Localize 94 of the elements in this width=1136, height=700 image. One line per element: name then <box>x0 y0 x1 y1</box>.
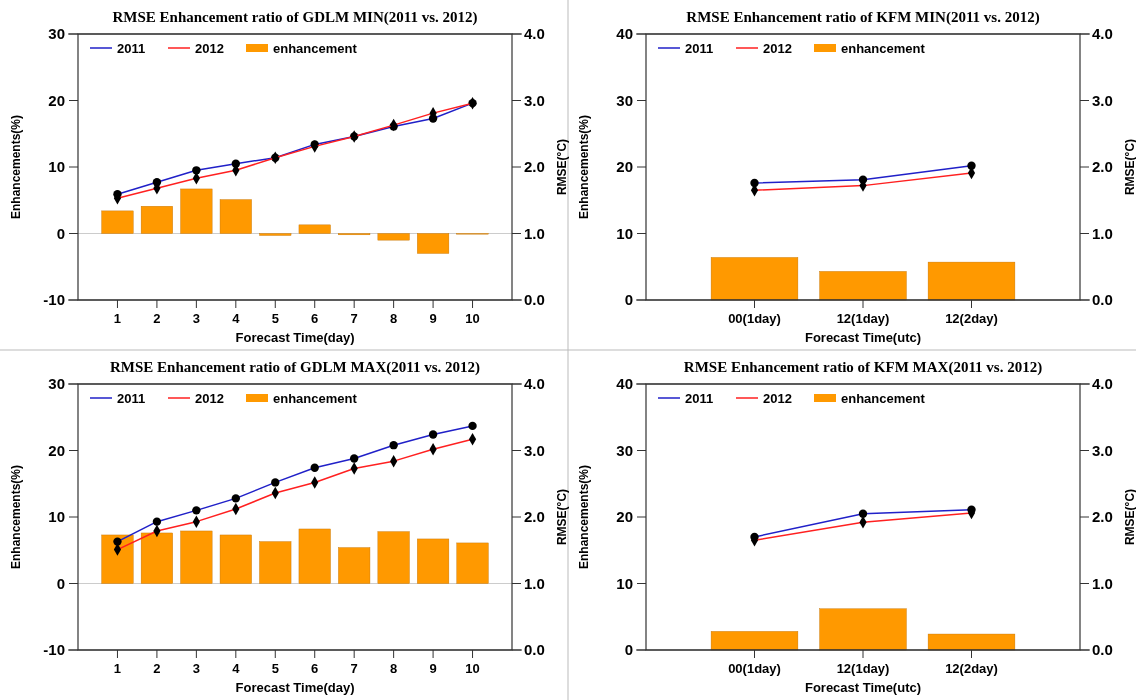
y2-tick-label: 1.0 <box>524 224 545 242</box>
legend-label: 2012 <box>195 40 224 56</box>
x-axis-title: Forecast Time(day) <box>235 680 355 695</box>
y2-tick-label: 4.0 <box>524 25 545 43</box>
x-tick-label: 3 <box>192 311 200 326</box>
y-tick-label: 10 <box>616 224 633 242</box>
chart-title: RMSE Enhancement ratio of KFM MAX(2011 vs. 2012) <box>683 359 1043 376</box>
x-tick-label: 10 <box>465 311 480 326</box>
x-tick-label: 12(1day) <box>836 311 890 326</box>
x-tick-label: 12(2day) <box>945 661 998 676</box>
y-tick-label: 30 <box>616 441 633 459</box>
y2-tick-label: 2.0 <box>1092 508 1113 526</box>
x-tick-label: 5 <box>271 311 279 326</box>
x-tick-label: 7 <box>350 311 358 326</box>
x-tick-label: 12(1day) <box>836 661 890 676</box>
x-tick-label: 2 <box>153 661 161 676</box>
x-tick-label: 9 <box>429 311 437 326</box>
chart-title: RMSE Enhancement ratio of GDLM MIN(2011 vs. 2012) <box>112 9 478 26</box>
y2-tick-label: 4.0 <box>1092 375 1113 393</box>
y-axis-title: Enhancements(%) <box>577 464 591 570</box>
y-tick-label: 0 <box>624 641 633 659</box>
x-tick-label: 10 <box>465 661 480 676</box>
y2-axis-title: RMSE(°C) <box>555 488 569 546</box>
y-tick-label: 10 <box>48 158 65 176</box>
x-axis-title: Forecast Time(utc) <box>804 330 922 345</box>
y2-tick-label: 4.0 <box>1092 25 1113 43</box>
y-tick-label: 30 <box>48 25 65 43</box>
y2-tick-label: 3.0 <box>1092 91 1113 109</box>
y2-tick-label: 3.0 <box>524 91 545 109</box>
y-axis-title: Enhancements(%) <box>577 114 591 220</box>
x-tick-label: 4 <box>232 661 241 676</box>
legend-label: enhancement <box>273 40 358 56</box>
y-tick-label: 0 <box>56 574 65 592</box>
y2-tick-label: 0.0 <box>1092 291 1113 309</box>
y2-tick-label: 1.0 <box>1092 224 1113 242</box>
legend-label: enhancement <box>841 40 926 56</box>
y-tick-label: 40 <box>616 375 633 393</box>
y-tick-label: 20 <box>48 441 65 459</box>
legend-label: 2011 <box>685 390 714 406</box>
y-tick-label: 0 <box>56 224 65 242</box>
y-tick-label: 20 <box>616 508 633 526</box>
x-tick-label: 1 <box>113 311 122 326</box>
y-tick-label: -10 <box>43 291 65 309</box>
legend-label: 2011 <box>117 40 146 56</box>
y-tick-label: 30 <box>616 91 633 109</box>
y2-tick-label: 1.0 <box>524 574 545 592</box>
y2-tick-label: 3.0 <box>1092 441 1113 459</box>
x-tick-label: 4 <box>232 311 241 326</box>
chart-title: RMSE Enhancement ratio of GDLM MAX(2011 vs. 2012) <box>110 359 480 376</box>
y-tick-label: 20 <box>616 158 633 176</box>
legend-label: enhancement <box>841 390 926 406</box>
chart-title: RMSE Enhancement ratio of KFM MIN(2011 vs. 2012) <box>686 9 1040 26</box>
y2-tick-label: 0.0 <box>524 641 545 659</box>
y-tick-label: 40 <box>616 25 633 43</box>
x-axis-title: Forecast Time(day) <box>235 330 355 345</box>
y-axis-title: Enhancements(%) <box>9 464 23 570</box>
y-tick-label: 20 <box>48 91 65 109</box>
y-tick-label: 10 <box>616 574 633 592</box>
x-tick-label: 1 <box>113 661 122 676</box>
x-tick-label: 00(1day) <box>728 661 781 676</box>
y-tick-label: 30 <box>48 375 65 393</box>
x-tick-label: 6 <box>311 661 319 676</box>
y-tick-label: 0 <box>624 291 633 309</box>
legend-label: 2011 <box>685 40 714 56</box>
y2-tick-label: 0.0 <box>524 291 545 309</box>
x-tick-label: 8 <box>390 661 398 676</box>
x-tick-label: 12(2day) <box>945 311 998 326</box>
legend-label: 2011 <box>117 390 146 406</box>
y-axis-title: Enhancements(%) <box>9 114 23 220</box>
y2-axis-title: RMSE(°C) <box>1123 138 1136 196</box>
x-tick-label: 7 <box>350 661 358 676</box>
x-tick-label: 6 <box>311 311 319 326</box>
x-tick-label: 2 <box>153 311 161 326</box>
x-tick-label: 00(1day) <box>728 311 781 326</box>
x-tick-label: 9 <box>429 661 437 676</box>
x-tick-label: 3 <box>192 661 200 676</box>
y2-tick-label: 3.0 <box>524 441 545 459</box>
y-tick-label: -10 <box>43 641 65 659</box>
legend-label: enhancement <box>273 390 358 406</box>
y2-tick-label: 4.0 <box>524 375 545 393</box>
y2-axis-title: RMSE(°C) <box>1123 488 1136 546</box>
y2-tick-label: 0.0 <box>1092 641 1113 659</box>
y2-tick-label: 2.0 <box>524 508 545 526</box>
legend-label: 2012 <box>195 390 224 406</box>
x-tick-label: 5 <box>271 661 279 676</box>
legend-label: 2012 <box>763 390 792 406</box>
y-tick-label: 10 <box>48 508 65 526</box>
x-tick-label: 8 <box>390 311 398 326</box>
y2-tick-label: 2.0 <box>524 158 545 176</box>
legend-label: 2012 <box>763 40 792 56</box>
y2-tick-label: 2.0 <box>1092 158 1113 176</box>
y2-tick-label: 1.0 <box>1092 574 1113 592</box>
y2-axis-title: RMSE(°C) <box>555 138 569 196</box>
x-axis-title: Forecast Time(utc) <box>804 680 922 695</box>
